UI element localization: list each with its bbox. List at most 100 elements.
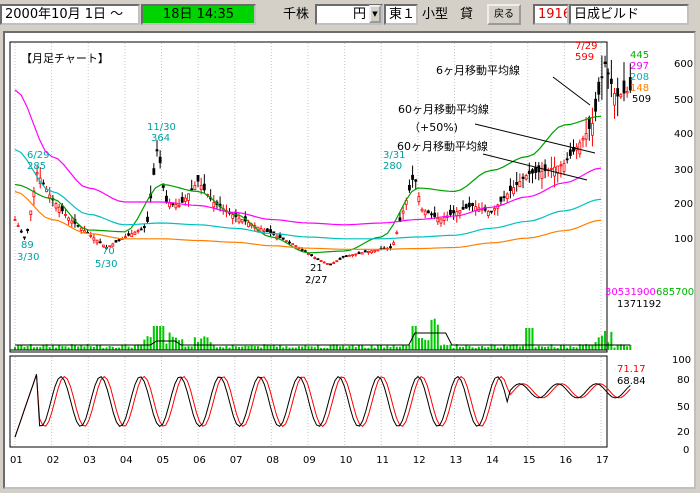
- candle-body: [411, 174, 414, 180]
- candle-body: [300, 249, 304, 251]
- candle-body: [622, 80, 626, 94]
- ma60p-value: 208: [630, 72, 649, 83]
- ma60p-pointer: [474, 123, 596, 154]
- volume-bar: [184, 346, 187, 350]
- candle-body: [540, 170, 544, 179]
- volume-bar: [247, 346, 250, 350]
- candle-body: [171, 203, 175, 206]
- volume-bar: [256, 346, 259, 350]
- candle-body: [619, 94, 623, 98]
- candle-body: [490, 210, 493, 213]
- volume-bar: [272, 345, 275, 350]
- volume-bar: [200, 338, 203, 350]
- osc-tick: 20: [677, 427, 690, 438]
- lending-label: 貸: [460, 7, 474, 22]
- candle-body: [124, 236, 127, 239]
- volume-bar: [285, 346, 288, 350]
- x-axis-label: 17: [596, 455, 609, 466]
- candle-body: [499, 196, 503, 202]
- volume-bar: [610, 331, 613, 350]
- volume-bar: [484, 347, 487, 350]
- candle-body: [426, 210, 430, 214]
- volume-bar: [14, 347, 16, 350]
- candle-body: [95, 239, 99, 244]
- volume-bar: [174, 337, 177, 350]
- candle-body: [281, 237, 285, 240]
- candle-body: [307, 253, 310, 256]
- candle-body: [111, 243, 115, 247]
- point-label: 11/30: [147, 122, 176, 133]
- osc-black-value: 68.84: [617, 376, 646, 387]
- volume-bar: [544, 346, 547, 350]
- candle-body: [534, 166, 538, 173]
- ma60-value: 297: [630, 61, 649, 72]
- price-tick: 500: [674, 95, 693, 106]
- monthly-chart: 【月足チャート】 600 500 400 300 200 100 445 297…: [9, 41, 694, 466]
- volume-bar: [439, 345, 442, 350]
- volume-bar: [275, 346, 278, 350]
- time-field[interactable]: 18日 14:35: [141, 4, 256, 25]
- candle-body: [288, 241, 291, 244]
- candle-body: [269, 229, 272, 234]
- volume-bar: [335, 344, 338, 350]
- volume-bar: [146, 336, 149, 350]
- toolbar: 2000年10月 1日 ～ 18日 14:35 千株 円 ▼ 東１ 小型 貸 戻…: [0, 0, 700, 30]
- candle-body: [187, 193, 190, 201]
- volume-bar: [408, 344, 411, 350]
- volume-bar: [421, 338, 424, 350]
- volume-bar: [32, 347, 35, 350]
- candle-body: [515, 181, 519, 185]
- volume-bar: [398, 346, 401, 350]
- volume-bar: [540, 346, 543, 350]
- volume-bar: [594, 341, 597, 350]
- low-date-label: 2/27: [305, 275, 327, 286]
- ma-line-3: [14, 190, 602, 250]
- volume-bar: [102, 347, 105, 350]
- volume-bar: [575, 347, 578, 350]
- candle-body: [338, 258, 342, 260]
- candle-body: [130, 233, 134, 238]
- candle-body: [231, 214, 235, 219]
- date-value: 2000年10月 1日: [5, 7, 107, 22]
- volume-bar: [55, 347, 58, 350]
- volume-bar: [585, 344, 588, 350]
- volume-bar: [569, 345, 572, 350]
- volume-bar: [436, 324, 439, 350]
- candle-body: [568, 149, 572, 156]
- volume-bar: [149, 337, 152, 350]
- volume-bar: [279, 345, 282, 350]
- candle-body: [373, 249, 377, 253]
- candle-body: [578, 142, 582, 155]
- volume-bar: [499, 347, 502, 350]
- candle-body: [518, 181, 522, 188]
- volume-bar: [190, 346, 193, 350]
- candle-body: [16, 225, 20, 228]
- candle-body: [344, 255, 348, 258]
- volume-bar: [342, 345, 345, 350]
- candle-body: [351, 254, 355, 257]
- candle-body: [64, 213, 67, 216]
- volume-bar: [455, 344, 458, 350]
- ma-orange-value: 148: [630, 83, 649, 94]
- volume-bar: [23, 347, 26, 350]
- candle-body: [521, 176, 525, 179]
- candle-body: [458, 210, 462, 214]
- volume-bar: [17, 344, 20, 350]
- volume-bar: [345, 347, 348, 350]
- currency-select[interactable]: 円: [315, 4, 383, 25]
- currency-dropdown-arrow-icon[interactable]: ▼: [369, 5, 381, 23]
- date-field[interactable]: 2000年10月 1日 ～: [0, 4, 140, 25]
- candle-body: [594, 98, 597, 112]
- volume-bar: [45, 344, 48, 350]
- candle-body: [606, 72, 610, 75]
- chart-panel: 【月足チャート】 600 500 400 300 200 100 445 297…: [3, 31, 696, 489]
- candle-body: [628, 77, 632, 91]
- volume-bar: [320, 347, 323, 350]
- volume-bar: [414, 326, 417, 350]
- code-field[interactable]: 1916: [533, 4, 569, 25]
- osc-tick: 50: [677, 402, 690, 413]
- ma-line-2: [14, 148, 602, 240]
- back-button[interactable]: 戻る: [487, 4, 521, 25]
- candle-body: [202, 183, 206, 191]
- volume-bar: [99, 344, 102, 350]
